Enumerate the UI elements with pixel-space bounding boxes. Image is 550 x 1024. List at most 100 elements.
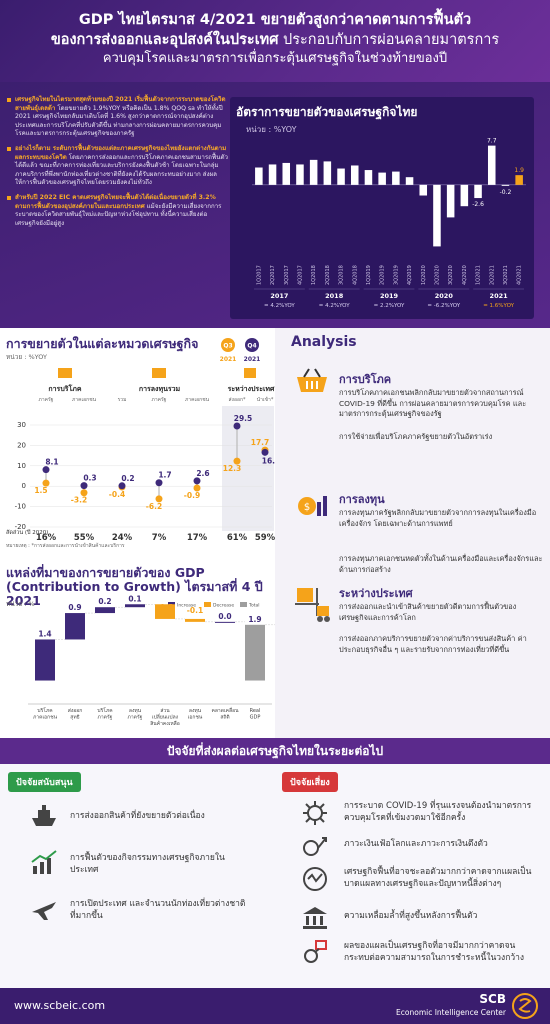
gdp-bar	[433, 184, 441, 247]
sector-sub-label: ภาครัฐ	[152, 397, 167, 403]
contrib-value-label: -0.5	[157, 603, 173, 612]
forklift-box-icon	[295, 588, 330, 622]
support-item-2: การฟื้นตัวของกิจกรรมทางเศรษฐกิจภายในประเ…	[70, 853, 225, 875]
contrib-cat-label: เอกชน	[188, 715, 203, 721]
contrib-value-label: 1.4	[38, 629, 51, 638]
contrib-chart-svg: Increase Decrease Total 1.4 บริโภคภาคเอกชน 0.…	[28, 594, 275, 727]
contrib-cat-label: สถิติ	[220, 714, 229, 721]
q3-value-label: -0.9	[184, 491, 200, 500]
q3-point	[233, 457, 241, 465]
group-international-label: ระหว่างประเทศ	[228, 385, 275, 393]
analysis-international-p1: การส่งออกและนำเข้าสินค้าขยายตัวดีตามการฟ…	[339, 602, 517, 622]
analysis-international-heading: ระหว่างประเทศ	[339, 587, 413, 600]
sector-y-tick: 30	[17, 421, 26, 429]
legend-q4-label: Q4	[247, 343, 256, 350]
gdp-tick-label: 1Q2020	[421, 265, 427, 285]
gdp-bar	[378, 172, 386, 185]
gdp-tick-label: 3Q2018	[339, 265, 345, 285]
scb-logo-icon	[512, 993, 538, 1019]
gdp-year-value: = 2.2%YOY	[374, 303, 405, 309]
gdp-bar	[419, 184, 428, 196]
share-value: 7%	[152, 533, 167, 543]
contrib-legend-label: Increase	[177, 603, 196, 609]
box-icon	[244, 368, 256, 378]
contrib-cat-label: เปลี่ยนแปลง	[152, 714, 179, 721]
gdp-bar	[460, 184, 469, 207]
gdp-bar	[446, 184, 455, 218]
gdp-bar	[501, 184, 510, 186]
contrib-cat-label: GDP	[250, 715, 261, 721]
gdp-bar	[296, 164, 304, 185]
inflation-icon	[303, 837, 327, 856]
analysis-investment-heading: การลงทุน	[339, 493, 385, 506]
risk-item-4: ความเหลื่อมล้ำที่สูงขึ้นหลังการฟื้นตัว	[344, 911, 478, 921]
legend-q3-label: Q3	[223, 343, 232, 350]
contrib-bar	[125, 604, 145, 608]
contrib-cat-label: ภาคเอกชน	[33, 715, 58, 721]
header-line3: ควบคุมโรคและมาตรการเพื่อกระตุ้นเศรษฐกิจใ…	[102, 51, 448, 66]
gdp-tick-label: 4Q2017	[297, 265, 303, 285]
contrib-cat-label: สินค้าคงเหลือ	[150, 720, 179, 727]
contrib-cat-label: ส่งออก	[68, 708, 83, 714]
q4-value-label: 8.1	[45, 458, 58, 467]
analysis-title: Analysis	[291, 334, 357, 350]
q4-value-label: 16.6	[262, 456, 275, 465]
q3-point	[155, 495, 163, 503]
contrib-bar	[215, 621, 235, 623]
sector-sub-label: ส่งออก*	[228, 397, 246, 403]
gdp-year-label: 2017	[270, 292, 288, 300]
gdp-bar	[474, 184, 482, 199]
q3-value-label: -3.2	[71, 496, 87, 505]
gdp-data-label: 7.7	[487, 138, 497, 145]
ship-icon	[32, 805, 56, 826]
growth-chart-icon	[31, 850, 57, 874]
q4-point	[233, 422, 241, 430]
footer-center-name: Economic Intelligence Center	[396, 1008, 506, 1017]
investment-icon: $	[298, 496, 327, 516]
contrib-cat-label: ส่วน	[160, 708, 170, 714]
gdp-bar	[282, 162, 291, 185]
contrib-value-label: 0.2	[98, 597, 111, 606]
gdp-year-label: 2018	[325, 292, 344, 300]
q3-value-label: 1.5	[34, 486, 47, 495]
contrib-legend-swatch	[240, 602, 247, 607]
group-investment-label: การลงทุนรวม	[139, 385, 181, 393]
share-value: 17%	[187, 533, 208, 543]
gdp-data-label: -2.6	[472, 201, 484, 208]
gdp-tick-label: 4Q2021	[517, 265, 523, 285]
share-value: 61%	[227, 533, 248, 543]
q4-point	[155, 479, 163, 487]
gdp-tick-label: 2Q2021	[489, 265, 495, 285]
gdp-tick-label: 1Q2021	[476, 265, 482, 285]
gdp-data-label: -0.2	[500, 189, 512, 196]
risk-item-3: เศรษฐกิจฟื้นที่อาจชะลอตัวมากกว่าคาดจากแผ…	[344, 867, 532, 889]
sector-note: หมายเหตุ : *การส่งออกและการนำเข้าสินค้าแ…	[6, 542, 125, 548]
header-line2-bold: ของการส่งออกและอุปสงค์ในประเทศ	[50, 32, 279, 48]
header-line2: ของการส่งออกและอุปสงค์ในประเทศ ประกอบกับ…	[0, 30, 550, 50]
bullet-1-highlight: เศรษฐกิจไทยในไตรมาสสุดท้ายของปี 2021 เริ…	[15, 96, 226, 112]
gdp-year-value: = 1.6%YOY	[483, 303, 514, 309]
q4-point	[261, 448, 269, 456]
sector-sub-label: ภาคเอกชน	[185, 397, 210, 403]
q3-point	[42, 479, 50, 487]
sector-y-tick: -10	[15, 503, 26, 511]
contrib-cat-label: ลงทุน	[129, 708, 142, 714]
gdp-data-label: 1.9	[514, 167, 524, 174]
q3-point	[193, 484, 201, 492]
footer-url[interactable]: www.scbeic.com	[14, 999, 106, 1012]
legend-q4-marker	[245, 338, 259, 352]
gdp-bar	[364, 170, 373, 185]
sector-sub-label: รวม	[118, 397, 127, 403]
contrib-value-label: 0.1	[128, 594, 141, 603]
gdp-tick-label: 1Q2018	[311, 265, 317, 285]
gdp-tick-label: 3Q2019	[393, 265, 399, 285]
analysis-section: Analysis การบริโภค การบริโภคภาคเอกชนพลิก…	[275, 328, 550, 738]
support-label: ปัจจัยสนับสนุน	[8, 772, 81, 792]
gdp-bar	[350, 165, 359, 185]
q4-point	[42, 466, 50, 474]
risk-label: ปัจจัยเสี่ยง	[282, 772, 338, 792]
contrib-value-label: 0.9	[68, 603, 81, 612]
legend-q3-marker	[221, 338, 235, 352]
gdp-tick-label: 1Q2017	[256, 265, 262, 285]
contrib-bar	[155, 604, 175, 619]
